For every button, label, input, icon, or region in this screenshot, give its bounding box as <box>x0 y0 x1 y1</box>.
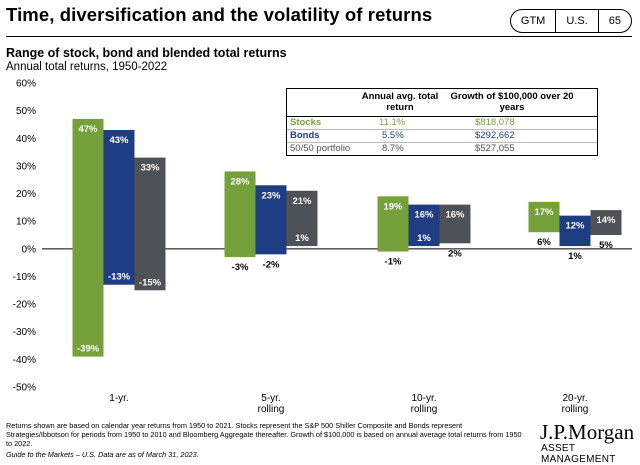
footnote-sources: Returns shown are based on calendar year… <box>6 421 522 449</box>
y-tick-label: 50% <box>16 106 36 117</box>
chart-subtitle: Annual total returns, 1950-2022 <box>6 61 168 73</box>
range-bar <box>590 210 622 235</box>
category-label: 1-yr. <box>109 393 128 404</box>
min-value-label: -15% <box>139 277 162 288</box>
y-tick-label: -10% <box>13 272 36 283</box>
min-value-label: 2% <box>448 248 462 259</box>
legend-label-stocks: Stocks <box>290 117 322 128</box>
legend-label-bonds: Bonds <box>290 130 320 141</box>
max-value-label: 12% <box>565 221 585 232</box>
legend-row-bonds: Bonds 5.5% $292,662 <box>287 130 597 143</box>
range-bar <box>224 171 256 258</box>
legend-growth-stocks: $818,078 <box>475 117 515 128</box>
range-bar <box>255 185 287 255</box>
range-bar <box>528 201 560 233</box>
max-value-label: 19% <box>383 201 403 212</box>
footnote-date: Guide to the Markets – U.S. Data are as … <box>6 450 199 459</box>
max-value-label: 16% <box>414 210 434 221</box>
max-value-label: 21% <box>292 196 312 207</box>
legend-divider <box>287 116 597 117</box>
y-tick-label: -20% <box>13 300 36 311</box>
badge-gtm: GTM <box>511 10 557 32</box>
legend-label-portfolio: 50/50 portfolio <box>290 143 351 154</box>
legend-header-annual: Annual avg. total return <box>361 91 439 113</box>
header-divider <box>6 36 632 37</box>
brand-tagline: ASSET MANAGEMENT <box>541 443 616 465</box>
range-bar <box>439 204 471 244</box>
y-tick-label: -40% <box>13 355 36 366</box>
max-value-label: 14% <box>596 215 616 226</box>
legend-row-divider <box>287 129 597 130</box>
range-bar <box>408 204 440 247</box>
legend-row-stocks: Stocks 11.1% $818,078 <box>287 117 597 130</box>
min-value-label: 1% <box>568 251 582 262</box>
y-tick-label: 40% <box>16 134 36 145</box>
max-value-label: 17% <box>534 207 554 218</box>
range-bar <box>286 190 318 247</box>
min-value-label: 5% <box>599 240 613 251</box>
min-value-label: -13% <box>108 272 131 283</box>
y-tick-label: 20% <box>16 189 36 200</box>
page-badges: GTM U.S. 65 <box>509 9 632 33</box>
y-tick-label: -30% <box>13 327 36 338</box>
max-value-label: 47% <box>78 124 98 135</box>
max-value-label: 16% <box>445 210 465 221</box>
y-tick-label: 0% <box>22 244 37 255</box>
min-value-label: 1% <box>417 233 431 244</box>
badge-page-number: 65 <box>608 15 621 27</box>
y-tick-label: 30% <box>16 161 36 172</box>
brand-logo: J.P.Morgan <box>540 420 635 444</box>
max-value-label: 43% <box>109 135 129 146</box>
legend-annual-bonds: 5.5% <box>382 130 404 141</box>
min-value-label: -2% <box>263 259 280 270</box>
legend-growth-bonds: $292,662 <box>475 130 515 141</box>
y-tick-label: 60% <box>16 79 36 90</box>
legend-growth-portfolio: $527,055 <box>475 143 515 154</box>
range-bar <box>134 157 166 291</box>
min-value-label: 1% <box>295 233 309 244</box>
page-title: Time, diversification and the volatility… <box>6 4 433 25</box>
legend-header-growth: Growth of $100,000 over 20 years <box>450 91 574 113</box>
min-value-label: -3% <box>232 262 249 273</box>
category-label: 10-yr. <box>411 393 436 404</box>
y-tick-label: 10% <box>16 217 36 228</box>
min-value-label: -1% <box>385 257 402 268</box>
legend-annual-stocks: 11.1% <box>379 117 406 128</box>
min-value-label: 6% <box>537 237 551 248</box>
category-label: rolling <box>258 404 285 415</box>
legend-row-portfolio: 50/50 portfolio 8.7% $527,055 <box>287 143 597 156</box>
range-bar <box>377 196 409 252</box>
max-value-label: 23% <box>261 190 281 201</box>
category-label: 5-yr. <box>261 393 280 404</box>
range-bar <box>72 118 104 357</box>
category-label: rolling <box>411 404 438 415</box>
max-value-label: 33% <box>140 163 160 174</box>
legend-table: Annual avg. total return Growth of $100,… <box>286 88 598 156</box>
chart-title: Range of stock, bond and blended total r… <box>6 46 287 60</box>
range-bar <box>559 215 591 247</box>
category-label: 20-yr. <box>562 393 587 404</box>
legend-row-divider <box>287 142 597 143</box>
badge-region: U.S. <box>556 10 599 32</box>
range-bar <box>103 129 135 285</box>
max-value-label: 28% <box>230 176 250 187</box>
min-value-label: -39% <box>77 344 100 355</box>
category-label: rolling <box>562 404 589 415</box>
legend-annual-portfolio: 8.7% <box>382 143 404 154</box>
y-tick-label: -50% <box>13 383 36 394</box>
